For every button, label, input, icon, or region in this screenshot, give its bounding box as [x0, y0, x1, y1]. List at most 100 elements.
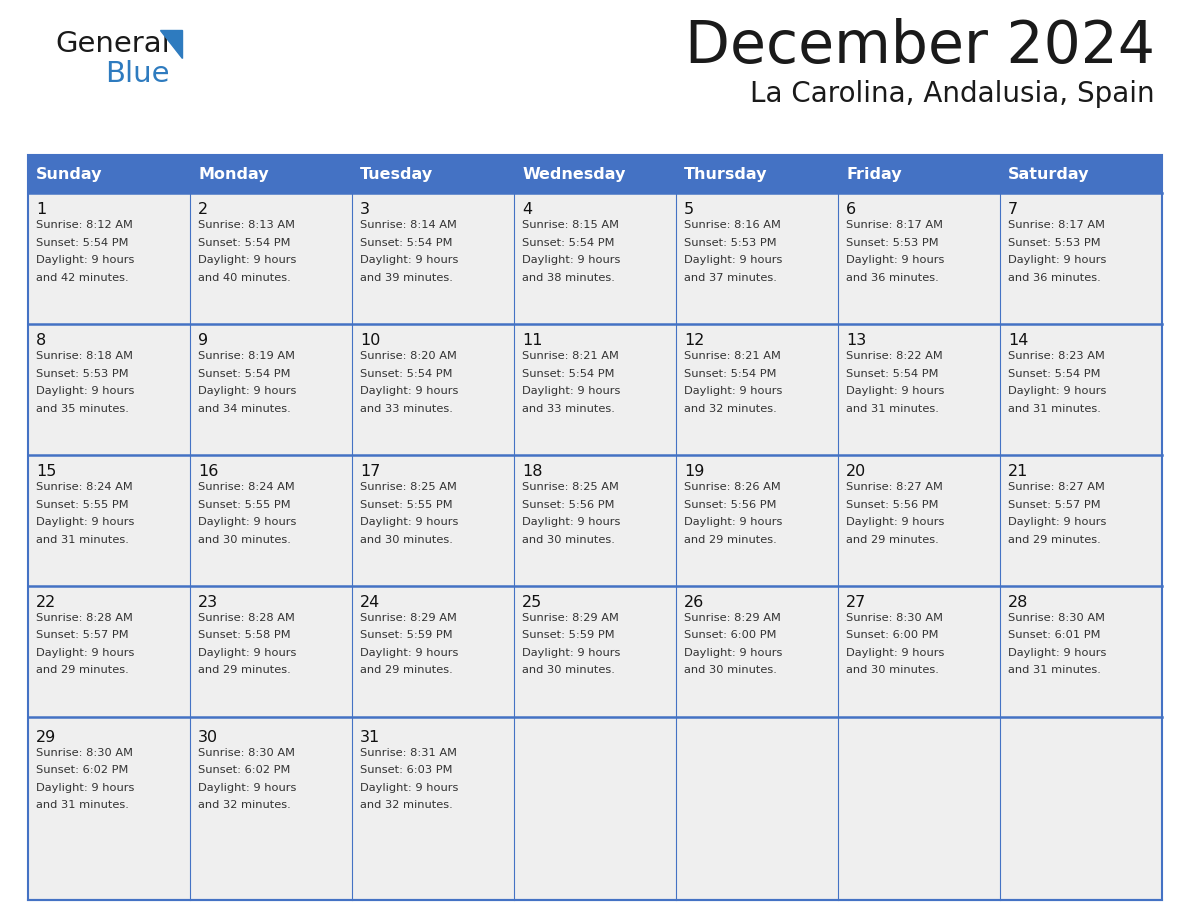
Text: and 35 minutes.: and 35 minutes. — [36, 404, 129, 414]
Text: Daylight: 9 hours: Daylight: 9 hours — [36, 386, 134, 396]
Text: Saturday: Saturday — [1009, 166, 1089, 182]
Text: 25: 25 — [522, 595, 543, 610]
Text: Daylight: 9 hours: Daylight: 9 hours — [1009, 517, 1106, 527]
Text: and 37 minutes.: and 37 minutes. — [684, 273, 777, 283]
Text: Sunset: 5:56 PM: Sunset: 5:56 PM — [522, 499, 614, 509]
Text: Sunrise: 8:18 AM: Sunrise: 8:18 AM — [36, 351, 133, 361]
Text: Sunrise: 8:17 AM: Sunrise: 8:17 AM — [846, 220, 943, 230]
Text: Sunrise: 8:16 AM: Sunrise: 8:16 AM — [684, 220, 781, 230]
Text: and 30 minutes.: and 30 minutes. — [684, 666, 777, 676]
Text: 9: 9 — [198, 333, 208, 348]
Text: and 29 minutes.: and 29 minutes. — [1009, 534, 1101, 544]
Bar — [352, 454, 514, 586]
Text: 10: 10 — [360, 333, 380, 348]
Text: 24: 24 — [360, 595, 380, 610]
Text: and 36 minutes.: and 36 minutes. — [1009, 273, 1101, 283]
Text: 31: 31 — [360, 730, 380, 744]
Text: Daylight: 9 hours: Daylight: 9 hours — [198, 386, 297, 396]
Text: and 31 minutes.: and 31 minutes. — [1009, 666, 1101, 676]
Text: Sunrise: 8:27 AM: Sunrise: 8:27 AM — [1009, 482, 1105, 492]
Text: 7: 7 — [1009, 202, 1018, 218]
Bar — [352, 155, 514, 193]
Text: Sunrise: 8:15 AM: Sunrise: 8:15 AM — [522, 220, 619, 230]
Text: Sunset: 5:56 PM: Sunset: 5:56 PM — [846, 499, 939, 509]
Bar — [29, 586, 190, 717]
Text: Sunset: 5:54 PM: Sunset: 5:54 PM — [360, 369, 453, 378]
Bar — [838, 717, 1000, 900]
Text: Sunrise: 8:14 AM: Sunrise: 8:14 AM — [360, 220, 457, 230]
Text: Sunrise: 8:23 AM: Sunrise: 8:23 AM — [1009, 351, 1105, 361]
Bar — [1000, 324, 1162, 454]
Bar — [29, 454, 190, 586]
Text: 4: 4 — [522, 202, 532, 218]
Text: Sunset: 5:55 PM: Sunset: 5:55 PM — [360, 499, 453, 509]
Bar — [514, 155, 676, 193]
Text: Daylight: 9 hours: Daylight: 9 hours — [36, 782, 134, 792]
Text: 13: 13 — [846, 333, 866, 348]
Text: Sunset: 5:54 PM: Sunset: 5:54 PM — [198, 238, 291, 248]
Text: and 31 minutes.: and 31 minutes. — [36, 534, 129, 544]
Text: Sunset: 5:54 PM: Sunset: 5:54 PM — [522, 238, 614, 248]
Text: Daylight: 9 hours: Daylight: 9 hours — [684, 386, 783, 396]
Text: Sunset: 5:59 PM: Sunset: 5:59 PM — [522, 631, 614, 641]
Text: Sunset: 5:54 PM: Sunset: 5:54 PM — [1009, 369, 1100, 378]
Polygon shape — [160, 30, 182, 58]
Text: Daylight: 9 hours: Daylight: 9 hours — [846, 517, 944, 527]
Text: and 33 minutes.: and 33 minutes. — [360, 404, 453, 414]
Text: Daylight: 9 hours: Daylight: 9 hours — [846, 386, 944, 396]
Text: Sunset: 6:00 PM: Sunset: 6:00 PM — [846, 631, 939, 641]
Text: Sunset: 5:53 PM: Sunset: 5:53 PM — [1009, 238, 1101, 248]
Text: Friday: Friday — [846, 166, 902, 182]
Bar — [676, 717, 838, 900]
Text: Sunset: 6:02 PM: Sunset: 6:02 PM — [198, 765, 291, 775]
Text: Daylight: 9 hours: Daylight: 9 hours — [1009, 386, 1106, 396]
Text: Sunrise: 8:29 AM: Sunrise: 8:29 AM — [522, 613, 619, 623]
Text: 19: 19 — [684, 464, 704, 479]
Bar — [190, 717, 352, 900]
Text: Sunset: 5:54 PM: Sunset: 5:54 PM — [522, 369, 614, 378]
Text: Sunrise: 8:19 AM: Sunrise: 8:19 AM — [198, 351, 295, 361]
Text: Sunrise: 8:30 AM: Sunrise: 8:30 AM — [36, 747, 133, 757]
Text: Sunrise: 8:21 AM: Sunrise: 8:21 AM — [684, 351, 781, 361]
Text: Sunset: 5:59 PM: Sunset: 5:59 PM — [360, 631, 453, 641]
Text: 29: 29 — [36, 730, 56, 744]
Text: Sunrise: 8:28 AM: Sunrise: 8:28 AM — [198, 613, 295, 623]
Text: 14: 14 — [1009, 333, 1029, 348]
Text: 16: 16 — [198, 464, 219, 479]
Text: and 32 minutes.: and 32 minutes. — [684, 404, 777, 414]
Text: Daylight: 9 hours: Daylight: 9 hours — [36, 517, 134, 527]
Text: Sunday: Sunday — [36, 166, 102, 182]
Text: and 29 minutes.: and 29 minutes. — [684, 534, 777, 544]
Bar — [676, 193, 838, 324]
Text: and 31 minutes.: and 31 minutes. — [1009, 404, 1101, 414]
Text: Sunset: 5:55 PM: Sunset: 5:55 PM — [36, 499, 128, 509]
Text: 21: 21 — [1009, 464, 1029, 479]
Bar — [514, 586, 676, 717]
Bar — [29, 193, 190, 324]
Bar — [676, 324, 838, 454]
Bar — [838, 155, 1000, 193]
Text: and 36 minutes.: and 36 minutes. — [846, 273, 939, 283]
Text: Daylight: 9 hours: Daylight: 9 hours — [36, 648, 134, 658]
Text: Sunrise: 8:12 AM: Sunrise: 8:12 AM — [36, 220, 133, 230]
Text: 3: 3 — [360, 202, 371, 218]
Text: Daylight: 9 hours: Daylight: 9 hours — [684, 648, 783, 658]
Text: Sunset: 5:57 PM: Sunset: 5:57 PM — [1009, 499, 1101, 509]
Bar — [29, 155, 190, 193]
Text: Daylight: 9 hours: Daylight: 9 hours — [198, 517, 297, 527]
Text: Sunrise: 8:20 AM: Sunrise: 8:20 AM — [360, 351, 457, 361]
Text: General: General — [55, 30, 170, 58]
Text: Sunrise: 8:26 AM: Sunrise: 8:26 AM — [684, 482, 781, 492]
Text: and 29 minutes.: and 29 minutes. — [846, 534, 939, 544]
Text: Daylight: 9 hours: Daylight: 9 hours — [522, 648, 620, 658]
Bar — [514, 717, 676, 900]
Text: and 34 minutes.: and 34 minutes. — [198, 404, 291, 414]
Bar — [838, 586, 1000, 717]
Text: Sunset: 5:53 PM: Sunset: 5:53 PM — [846, 238, 939, 248]
Text: Daylight: 9 hours: Daylight: 9 hours — [36, 255, 134, 265]
Text: and 30 minutes.: and 30 minutes. — [522, 534, 615, 544]
Text: Daylight: 9 hours: Daylight: 9 hours — [522, 386, 620, 396]
Bar — [1000, 193, 1162, 324]
Text: and 38 minutes.: and 38 minutes. — [522, 273, 615, 283]
Text: Sunrise: 8:25 AM: Sunrise: 8:25 AM — [360, 482, 457, 492]
